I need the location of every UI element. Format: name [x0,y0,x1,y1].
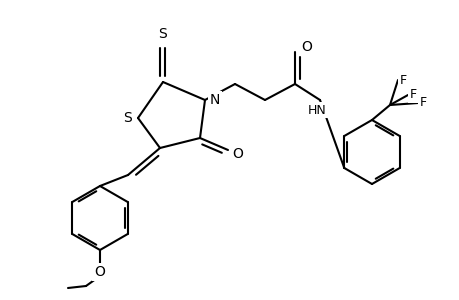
Text: O: O [95,265,105,279]
Text: S: S [158,27,167,41]
Text: F: F [409,88,416,101]
Text: HN: HN [307,103,326,116]
Text: S: S [123,111,132,125]
Text: O: O [232,147,243,161]
Text: N: N [209,93,220,107]
Text: O: O [301,40,312,54]
Text: F: F [419,97,425,110]
Text: F: F [398,74,406,86]
